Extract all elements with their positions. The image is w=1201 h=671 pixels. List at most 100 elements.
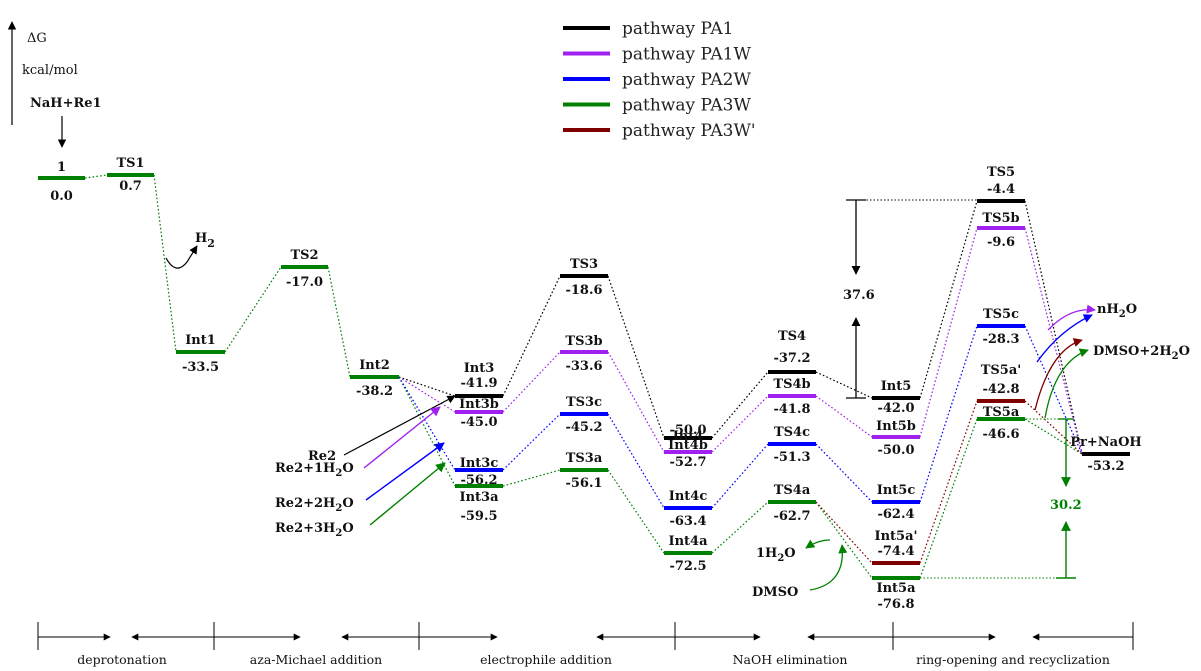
- legend-label-2: pathway PA2W: [622, 70, 751, 90]
- connector-Int5b-TS5b: [919, 227, 978, 438]
- species-labels: 1 0.0 TS1 0.7 Int1 -33.5 TS2 -17.0 Int2 -38.2 Int3…: [50, 156, 1142, 612]
- one-h2o-arrow: [805, 539, 831, 549]
- re2-2w-label: Re2+2H2O: [275, 496, 354, 514]
- species-value-Int4b: -52.7: [669, 455, 706, 470]
- dmso-2h2o-arrow-red: [1034, 338, 1083, 411]
- connector-TS4-Int5: [815, 371, 873, 399]
- species-value-TS5b: -9.6: [987, 235, 1015, 250]
- species-name-Int5a: Int5a: [876, 581, 916, 596]
- phase-bar: deprotonation aza-Michael addition electro…: [37, 622, 1134, 667]
- species-value-TS5a: -46.6: [982, 427, 1019, 442]
- species-name-Int4a: Int4a: [668, 534, 708, 549]
- species-name-Int3b: Int3b: [459, 397, 499, 412]
- connector-Int3-TS3: [502, 275, 561, 397]
- species-name-Int5c: Int5c: [877, 483, 916, 498]
- species-name-Int2: Int2: [359, 358, 390, 373]
- h2-label: H2: [195, 231, 215, 250]
- connector-Int3c-TS3c: [502, 413, 561, 471]
- re2-3w-arrow: [369, 462, 446, 526]
- connector-TS3b-Int4b: [607, 351, 665, 453]
- connector-Int4b-TS4b: [711, 395, 769, 453]
- species-name-TS3a: TS3a: [566, 451, 603, 466]
- species-name-TS5c: TS5c: [983, 307, 1019, 322]
- species-value-Int2: -38.2: [356, 384, 393, 399]
- species-name-Int5ap: Int5a': [875, 529, 918, 544]
- connector-Int5-TS5: [919, 200, 978, 399]
- connector-Int2-Int3: [398, 376, 456, 397]
- phase-label-1: aza-Michael addition: [250, 652, 382, 667]
- y-axis-label: ΔG: [27, 31, 47, 46]
- re2-2w-arrow: [365, 442, 445, 501]
- species-name-TS4a: TS4a: [774, 483, 811, 498]
- connector-TS5b-Pr: [1024, 227, 1083, 455]
- dmso-label: DMSO: [752, 585, 798, 600]
- connector-Int4c-TS4c: [711, 443, 769, 509]
- species-value-Int4c: -63.4: [669, 514, 706, 529]
- connector-TS4a-Int5a: [815, 501, 873, 579]
- connector-Int5a-TS5a: [919, 418, 978, 579]
- species-value-TS3: -18.6: [565, 283, 602, 298]
- species-name-TS2: TS2: [290, 248, 318, 263]
- connector-Int2-Int3c: [398, 376, 456, 471]
- phase-label-2: electrophile addition: [480, 652, 612, 667]
- connector-TS4c-Int5c: [815, 443, 873, 503]
- species-name-Int4: Int4: [673, 429, 704, 444]
- species-name-TS4b: TS4b: [773, 377, 810, 392]
- re2-1w-arrow: [363, 406, 441, 469]
- species-name-Int3c: Int3c: [460, 456, 499, 471]
- connector-TS1-Int1: [153, 174, 177, 353]
- connector-TS3c-Int4c: [607, 413, 665, 509]
- species-value-TS3c: -45.2: [565, 420, 602, 435]
- species-name-TS4c: TS4c: [774, 425, 810, 440]
- green-barrier-value: 30.2: [1050, 498, 1082, 513]
- species-name-TS3b: TS3b: [565, 334, 602, 349]
- species-value-TS4b: -41.8: [773, 402, 810, 417]
- species-value-TS4: -37.2: [773, 351, 810, 366]
- energy-levels: [38, 173, 1130, 580]
- species-name-Int3: Int3: [464, 361, 495, 376]
- species-value-Int4a: -72.5: [669, 559, 706, 574]
- connector-TS2-Int2: [327, 266, 351, 378]
- connector-TS4a-Int5ap: [815, 501, 873, 564]
- species-value-TS3a: -56.1: [565, 476, 602, 491]
- y-axis-unit: kcal/mol: [22, 63, 78, 78]
- connector-Int4a-TS4a: [711, 501, 769, 554]
- re2-label: Re2: [308, 449, 336, 464]
- species-value-Int3c: -56.2: [460, 473, 497, 488]
- species-name-Int5b: Int5b: [876, 419, 916, 434]
- one-h2o-label: 1H2O: [756, 546, 796, 564]
- connector-TS4b-Int5b: [815, 395, 873, 438]
- species-value-TS3b: -33.6: [565, 359, 602, 374]
- species-name-Int3a: Int3a: [459, 490, 499, 505]
- species-value-Int3a: -59.5: [460, 509, 497, 524]
- legend-label-3: pathway PA3W: [622, 96, 751, 116]
- species-value-TS4a: -62.7: [773, 509, 810, 524]
- legend: pathway PA1 pathway PA1W pathway PA2W pathw…: [563, 19, 756, 141]
- phase-label-0: deprotonation: [77, 652, 167, 667]
- species-value-Int5b: -50.0: [877, 443, 914, 458]
- species-value-Int5c: -62.4: [877, 507, 914, 522]
- species-name-TS5: TS5: [987, 165, 1015, 180]
- nh2o-arrow-blue: [1036, 314, 1093, 363]
- species-name-TS5b: TS5b: [982, 211, 1019, 226]
- species-value-TS4c: -51.3: [773, 450, 810, 465]
- connector-TS3-Int4: [607, 275, 665, 439]
- black-barrier-value: 37.6: [843, 288, 875, 303]
- species-name-Int4b: Int4b: [668, 438, 708, 453]
- species-value-TS1: 0.7: [119, 179, 142, 194]
- connector-TS5c-Pr: [1024, 325, 1083, 455]
- species-value-Pr: -53.2: [1087, 459, 1124, 474]
- species-name-TS3: TS3: [570, 257, 598, 272]
- species-value-TS5c: -28.3: [982, 332, 1019, 347]
- connectors: [84, 174, 1083, 579]
- species-name-TS4: TS4: [778, 329, 806, 344]
- species-name-Int1: Int1: [185, 333, 216, 348]
- connector-Int3b-TS3b: [502, 351, 561, 413]
- species-name-Pr: Pr+NaOH: [1070, 435, 1141, 450]
- phase-label-4: ring-opening and recyclization: [916, 652, 1110, 667]
- legend-label-1: pathway PA1W: [622, 45, 751, 65]
- species-value-Int4: -50.0: [669, 423, 706, 438]
- re2-1w-label: Re2+1H2O: [275, 461, 354, 479]
- connector-TS3a-Int4a: [607, 469, 665, 554]
